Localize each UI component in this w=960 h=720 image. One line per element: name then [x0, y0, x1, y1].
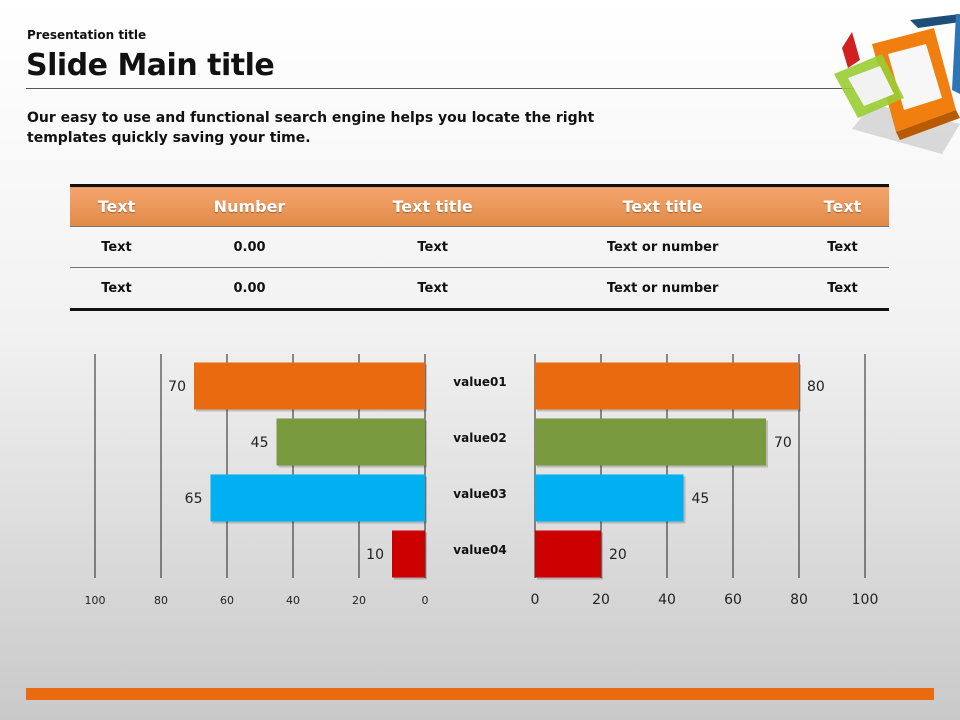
data-label: 10: [366, 547, 384, 563]
tick-label: 100: [852, 592, 879, 608]
data-label: 70: [774, 435, 792, 451]
data-label: 70: [168, 379, 186, 395]
category-label: value02: [453, 431, 506, 445]
tick-label: 60: [724, 592, 742, 608]
tick-label: 80: [790, 592, 808, 608]
category-label: value04: [453, 543, 506, 557]
table-header-cell: Number: [163, 184, 336, 227]
title-divider: [26, 88, 866, 89]
right-bar-chart-svg: 0 20 40 60 80 100 80 70 45 20: [531, 354, 879, 608]
bar: [535, 418, 766, 466]
data-label: 45: [692, 491, 710, 507]
bar: [276, 418, 425, 466]
tick-label: 20: [592, 592, 610, 608]
data-label: 20: [609, 547, 627, 563]
bar: [535, 362, 799, 410]
table-cell: 0.00: [163, 226, 336, 268]
tick-label: 60: [220, 594, 234, 607]
table-header-row: Text Number Text title Text title Text: [70, 184, 889, 227]
table-cell: Text or number: [529, 267, 796, 311]
right-bar-chart: 0 20 40 60 80 100 80 70 45 20: [500, 340, 890, 620]
bar: [535, 530, 601, 578]
tick-label: 100: [85, 594, 106, 607]
table-cell: Text: [336, 226, 530, 268]
table-cell: Text or number: [529, 226, 796, 268]
bar: [535, 474, 684, 522]
left-bar-chart: 100 80 60 40 20 0 70 value01 45 value02 65 value03 1…: [60, 340, 507, 620]
slide-subtitle: Our easy to use and functional search en…: [27, 110, 595, 146]
data-table: Text Number Text title Text title Text T…: [70, 184, 889, 311]
bar: [194, 362, 425, 410]
tick-label: 40: [286, 594, 300, 607]
tick-label: 20: [352, 594, 366, 607]
data-label: 80: [807, 379, 825, 395]
table-cell: Text: [795, 267, 889, 311]
data-label: 45: [251, 435, 269, 451]
bottom-accent-bar: [26, 688, 934, 700]
left-bar-chart-svg: 100 80 60 40 20 0 70 value01 45 value02 65 value03 1…: [85, 354, 507, 607]
table-header-cell: Text: [70, 184, 164, 227]
tick-label: 40: [658, 592, 676, 608]
table-cell: Text: [795, 226, 889, 268]
table-header-cell: Text title: [529, 184, 796, 227]
tick-label: 80: [154, 594, 168, 607]
bar: [210, 474, 425, 522]
slide-main-title: Slide Main title: [26, 48, 275, 83]
tick-label: 0: [422, 594, 429, 607]
frames-logo-icon: [834, 14, 960, 154]
presentation-title: Presentation title: [27, 28, 147, 42]
table-cell: Text: [70, 226, 164, 268]
table-row: Text 0.00 Text Text or number Text: [70, 226, 889, 268]
table-row: Text 0.00 Text Text or number Text: [70, 267, 889, 311]
table-cell: 0.00: [163, 267, 336, 311]
category-label: value01: [453, 375, 506, 389]
bar: [392, 530, 425, 578]
table-header-cell: Text title: [336, 184, 530, 227]
table-cell: Text: [70, 267, 164, 311]
table-header-cell: Text: [795, 184, 889, 227]
tick-label: 0: [531, 592, 540, 608]
category-label: value03: [453, 487, 506, 501]
data-label: 65: [185, 491, 203, 507]
table-cell: Text: [336, 267, 530, 311]
